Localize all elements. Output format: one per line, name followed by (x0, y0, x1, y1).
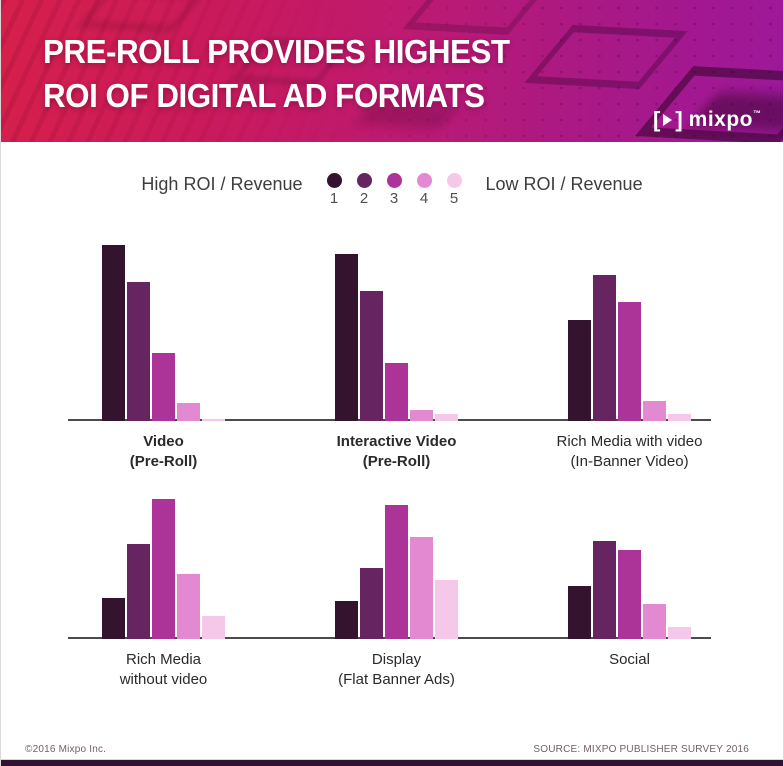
logo-right-bracket-icon: ] (675, 107, 683, 132)
chart-label-rich-media-with-video: Rich Media with video (In-Banner Video) (556, 433, 703, 470)
legend-high-label: High ROI / Revenue (141, 174, 303, 194)
bars-social (568, 489, 691, 639)
legend-rank-2: 2 (356, 173, 372, 207)
legend-rank-label: 3 (389, 190, 399, 207)
legend-dot-icon (386, 173, 402, 188)
bar-rank-5 (202, 616, 225, 639)
legend-rank-5: 5 (446, 173, 462, 207)
bars-rich-media-without-video (102, 489, 225, 639)
bar-rank-3 (385, 363, 408, 421)
chart-label-video-pre-roll: Video (Pre-Roll) (129, 433, 198, 470)
banner-pattern-frame (524, 24, 688, 90)
bar-rank-5 (435, 580, 458, 639)
bar-rank-4 (643, 604, 666, 639)
logo-trademark: ™ (753, 109, 761, 118)
legend: High ROI / Revenue 1 2 3 4 5 Low ROI / Reven… (1, 173, 783, 206)
legend-dot-icon (356, 173, 372, 188)
bar-rank-1 (335, 254, 358, 421)
page-title-line2: ROI OF DIGITAL AD FORMATS (43, 77, 485, 114)
chart-area: High ROI / Revenue 1 2 3 4 5 Low ROI / Reven… (1, 142, 783, 759)
chart-label-social: Social (609, 651, 650, 668)
legend-rank-label: 2 (359, 190, 369, 207)
bar-rank-2 (593, 541, 616, 639)
logo-wordmark: mixpo (688, 108, 753, 131)
bar-rank-4 (177, 574, 200, 639)
chart-row-2: Rich Media without video Display (Flat Bann… (1, 489, 783, 688)
bar-rank-1 (568, 586, 591, 639)
bar-rank-1 (102, 598, 125, 639)
bottom-bar (1, 759, 783, 766)
legend-rank-label: 4 (419, 190, 429, 207)
bar-rank-2 (127, 544, 150, 639)
bar-rank-3 (152, 353, 175, 421)
copyright-text: ©2016 Mixpo Inc. (25, 744, 107, 755)
bar-rank-3 (618, 302, 641, 421)
bar-rank-4 (410, 537, 433, 639)
chart-label-display-flat-banner-ads: Display (Flat Banner Ads) (338, 651, 455, 688)
legend-rank-3: 3 (386, 173, 402, 207)
bars-video-pre-roll (102, 241, 225, 421)
chart-rich-media-with-video: Rich Media with video (In-Banner Video) (557, 241, 702, 470)
mixpo-logo: [ ] mixpo ™ (653, 107, 761, 133)
chart-social: Social (568, 489, 691, 668)
chart-display-flat-banner-ads: Display (Flat Banner Ads) (335, 489, 458, 688)
legend-scale: 1 2 3 4 5 (326, 173, 462, 207)
legend-rank-label: 5 (449, 190, 459, 207)
bars-interactive-video-pre-roll (335, 241, 458, 421)
bar-rank-3 (152, 499, 175, 639)
legend-low-label: Low ROI / Revenue (485, 174, 643, 194)
logo-left-bracket-icon: [ (653, 107, 661, 132)
banner-pattern-frame (76, 0, 206, 33)
bars-rich-media-with-video (568, 241, 691, 421)
bar-rank-4 (177, 403, 200, 421)
legend-rank-4: 4 (416, 173, 432, 207)
banner: PRE-ROLL PROVIDES HIGHEST ROI OF DIGITAL… (1, 0, 783, 142)
chart-label-rich-media-without-video: Rich Media without video (119, 651, 208, 688)
chart-rich-media-without-video: Rich Media without video (102, 489, 225, 688)
bar-rank-4 (643, 401, 666, 421)
bar-rank-1 (568, 320, 591, 421)
page-title-line1: PRE-ROLL PROVIDES HIGHEST (43, 33, 510, 70)
legend-dot-icon (326, 173, 342, 188)
bar-rank-2 (360, 291, 383, 421)
bar-rank-3 (385, 505, 408, 639)
bar-rank-3 (618, 550, 641, 639)
chart-row-1: Video (Pre-Roll) Interactive Video (Pre-Rol… (1, 241, 783, 470)
legend-rank-label: 1 (329, 190, 339, 207)
bar-rank-5 (668, 627, 691, 639)
source-text: SOURCE: MIXPO PUBLISHER SURVEY 2016 (533, 744, 749, 755)
footer: ©2016 Mixpo Inc. SOURCE: MIXPO PUBLISHER… (25, 744, 749, 755)
chart-interactive-video-pre-roll: Interactive Video (Pre-Roll) (335, 241, 458, 470)
legend-dot-icon (416, 173, 432, 188)
legend-rank-1: 1 (326, 173, 342, 207)
bar-rank-2 (127, 282, 150, 421)
bar-rank-2 (593, 275, 616, 421)
bars-display-flat-banner-ads (335, 489, 458, 639)
bar-rank-5 (435, 414, 458, 421)
bar-rank-1 (335, 601, 358, 639)
legend-dot-icon (446, 173, 462, 188)
bar-rank-5 (202, 419, 225, 421)
chart-video-pre-roll: Video (Pre-Roll) (102, 241, 225, 470)
logo-play-icon (663, 114, 673, 126)
bar-rank-2 (360, 568, 383, 639)
bar-rank-4 (410, 410, 433, 421)
bar-rank-1 (102, 245, 125, 421)
page-title: PRE-ROLL PROVIDES HIGHEST ROI OF DIGITAL… (43, 30, 510, 118)
chart-label-interactive-video-pre-roll: Interactive Video (Pre-Roll) (336, 433, 457, 470)
bar-rank-5 (668, 414, 691, 421)
